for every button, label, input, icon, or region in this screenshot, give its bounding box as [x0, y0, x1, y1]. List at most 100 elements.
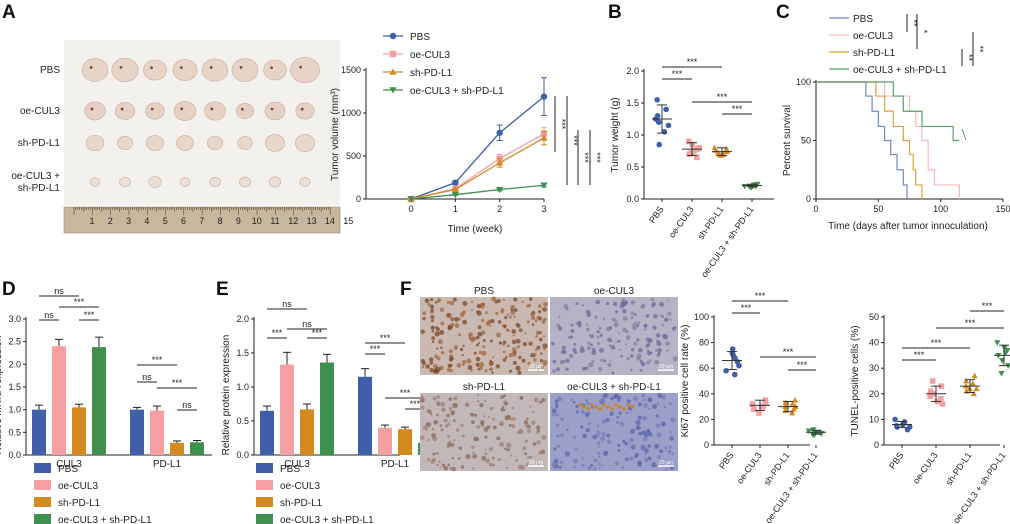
x-tick-label: 3 — [541, 204, 546, 214]
cell-nucleus — [557, 396, 563, 402]
cell-nucleus — [448, 406, 453, 411]
legend-label: oe-CUL3 + sh-PD-L1 — [410, 86, 504, 97]
cell-nucleus — [464, 402, 469, 407]
series-line-3 — [410, 184, 545, 200]
cell-nucleus — [506, 448, 510, 452]
cell-nucleus — [506, 414, 512, 420]
cell-nucleus — [570, 335, 573, 338]
cell-nucleus — [482, 302, 486, 306]
y-tick-label: 0.5 — [236, 416, 249, 426]
cell-nucleus — [447, 463, 451, 467]
mrna-expression-chart: 0.0 0.5 1.0 1.5 2.0 2.5 3.0 Relative mRNA expre… — [0, 286, 212, 524]
cell-nucleus — [579, 347, 585, 353]
cell-nucleus — [647, 456, 652, 461]
cell-nucleus — [646, 360, 650, 365]
ruler-number: 7 — [199, 216, 204, 226]
cell-nucleus — [433, 420, 438, 425]
cell-nucleus — [604, 450, 608, 454]
cell-nucleus — [551, 462, 557, 468]
sig-bar: *** — [741, 303, 752, 313]
cell-nucleus — [608, 326, 613, 330]
cell-nucleus — [476, 393, 479, 397]
cell-nucleus — [448, 397, 453, 401]
cell-nucleus — [598, 455, 601, 459]
cell-nucleus — [603, 392, 609, 398]
data-point — [656, 141, 663, 148]
cell-nucleus — [508, 423, 512, 427]
cell-nucleus — [424, 298, 430, 304]
tumor-sample — [263, 59, 287, 81]
cell-nucleus — [447, 363, 452, 368]
data-point — [994, 340, 1001, 346]
cell-nucleus — [523, 420, 529, 425]
data-point — [929, 378, 936, 384]
cell-nucleus — [552, 368, 556, 373]
brown-stained-cell — [626, 403, 630, 407]
cell-nucleus — [559, 417, 563, 421]
cell-nucleus — [541, 320, 546, 325]
cell-nucleus — [529, 455, 533, 459]
data-point — [939, 401, 946, 407]
ihc-image-grid: 20 μm PBS 20 μm oe-CUL3 20 μm sh-PD-L1 20 μm oe… — [419, 286, 678, 472]
y-tick-label: 3.0 — [8, 314, 21, 324]
cell-nucleus — [539, 400, 543, 404]
cell-nucleus — [511, 424, 516, 429]
cell-nucleus — [435, 366, 441, 373]
cell-nucleus — [556, 323, 561, 328]
tumor-sample — [172, 59, 198, 81]
data-point — [791, 396, 799, 403]
cell-nucleus — [492, 356, 495, 359]
cell-nucleus — [617, 449, 621, 452]
y-tick-label: 0.0 — [626, 194, 639, 204]
x-category-label: sh-PD-L1 — [762, 450, 792, 487]
tumor-sample — [145, 102, 165, 120]
sig-a3: *** — [580, 152, 590, 163]
cell-nucleus — [492, 425, 497, 430]
cell-nucleus — [460, 423, 464, 428]
cell-nucleus — [586, 415, 589, 418]
cell-nucleus — [506, 442, 512, 448]
cell-nucleus — [574, 447, 578, 451]
legend-label: oe-CUL3 — [280, 481, 320, 492]
cell-nucleus — [450, 369, 453, 372]
cell-nucleus — [432, 436, 438, 442]
legend-label: PBS — [280, 464, 300, 475]
cell-nucleus — [421, 365, 425, 368]
cell-nucleus — [471, 309, 474, 312]
cell-nucleus — [614, 461, 620, 466]
cell-nucleus — [659, 449, 664, 454]
cell-nucleus — [458, 333, 462, 337]
legend-marker — [389, 50, 397, 58]
data-point — [654, 97, 660, 103]
cell-nucleus — [439, 424, 443, 427]
cell-nucleus — [628, 442, 631, 445]
cell-nucleus — [514, 331, 517, 334]
tumor-spot — [239, 65, 243, 69]
cell-nucleus — [582, 433, 587, 439]
y-tick-label: 30 — [869, 363, 879, 373]
cell-nucleus — [440, 346, 443, 349]
data-point — [750, 406, 757, 412]
cell-nucleus — [555, 423, 560, 428]
cell-nucleus — [466, 358, 472, 364]
cell-nucleus — [656, 339, 660, 343]
tumor-spot — [150, 107, 154, 111]
cell-nucleus — [621, 466, 625, 470]
cell-nucleus — [591, 350, 597, 356]
cell-nucleus — [635, 425, 641, 431]
cell-nucleus — [657, 351, 661, 356]
cell-nucleus — [618, 348, 621, 352]
cell-nucleus — [595, 299, 601, 305]
bar-PD-L1-2 — [398, 429, 412, 455]
cell-nucleus — [491, 371, 494, 374]
cell-nucleus — [559, 460, 563, 464]
cell-nucleus — [558, 315, 561, 318]
ruler-number: 2 — [108, 216, 113, 226]
cell-nucleus — [638, 431, 643, 436]
tumor-sample — [207, 135, 223, 151]
cell-nucleus — [515, 338, 521, 344]
cell-nucleus — [649, 359, 652, 362]
x-tick-label: 1 — [453, 204, 458, 214]
panel-label-b: B — [608, 2, 622, 23]
